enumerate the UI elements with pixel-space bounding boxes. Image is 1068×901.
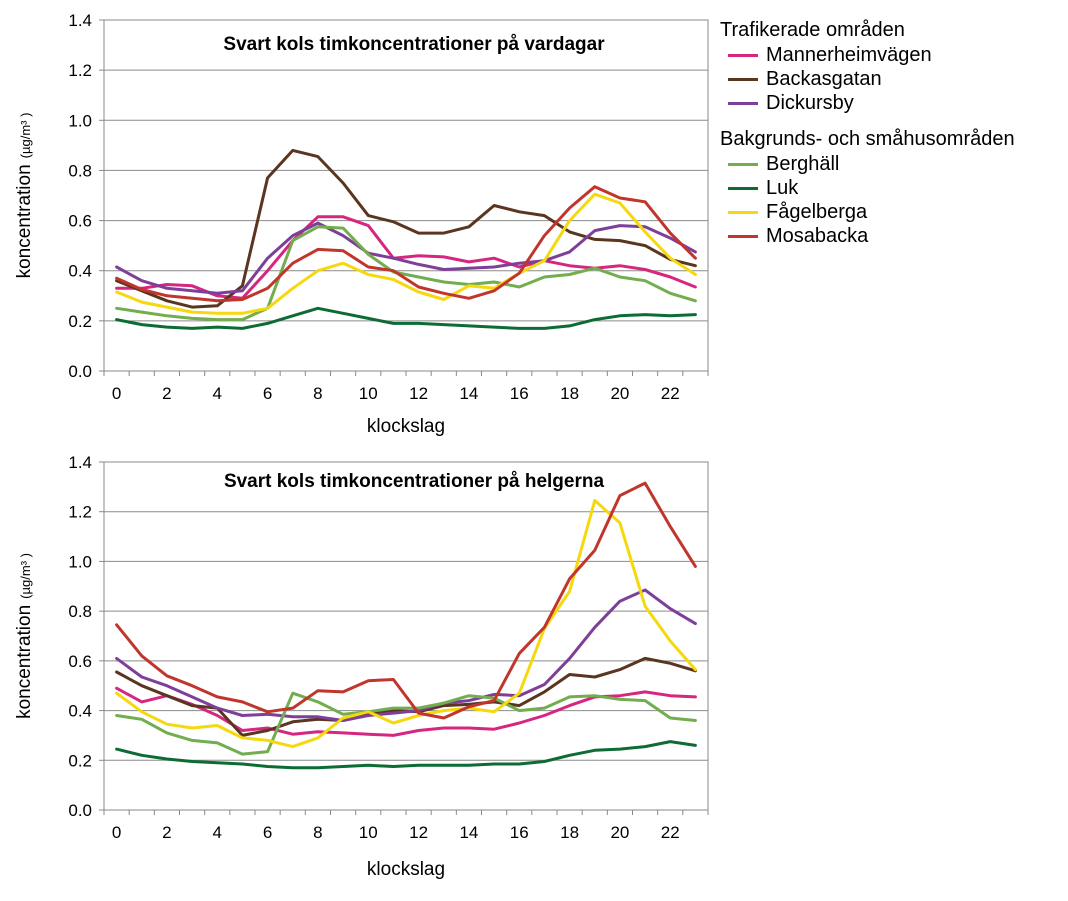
legend-label: Backasgatan	[766, 67, 882, 90]
x-tick-label: 12	[409, 823, 428, 842]
legend-item-dickursby: Dickursby	[720, 91, 1015, 115]
legend: Trafikerade områden Mannerheimvägen Backa…	[720, 18, 1015, 248]
x-axis-title: klockslag	[367, 416, 445, 437]
y-tick-label: 1.4	[68, 11, 92, 30]
y-tick-label: 1.0	[68, 552, 92, 571]
series-line-f-gelberga	[115, 499, 697, 749]
x-tick-label: 2	[162, 384, 171, 403]
y-tick-label: 1.2	[68, 503, 92, 522]
x-tick-label: 16	[510, 384, 529, 403]
legend-label: Berghäll	[766, 152, 840, 175]
y-tick-label: 0.8	[68, 602, 92, 621]
x-tick-label: 12	[409, 384, 428, 403]
legend-label: Luk	[766, 176, 799, 199]
x-tick-label: 18	[560, 823, 579, 842]
series-line-luk	[115, 306, 697, 330]
x-tick-label: 4	[213, 384, 222, 403]
legend-item-mosabacka: Mosabacka	[720, 224, 1015, 248]
x-tick-label: 18	[560, 384, 579, 403]
x-tick-label: 10	[359, 384, 378, 403]
y-axis-title-label: koncentration	[14, 164, 35, 278]
y-tick-label: 0.2	[68, 312, 92, 331]
legend-item-luk: Luk	[720, 176, 1015, 200]
series-line-dickursby	[115, 588, 697, 722]
y-tick-label: 0.0	[68, 801, 92, 820]
y-tick-label: 0.2	[68, 751, 92, 770]
y-tick-label: 1.0	[68, 111, 92, 130]
y-tick-label: 0.8	[68, 161, 92, 180]
legend-item-bergh-ll: Berghäll	[720, 152, 1015, 176]
series-line-luk	[115, 740, 697, 770]
y-tick-label: 0.6	[68, 212, 92, 231]
y-axis-title-label: koncentration	[14, 605, 35, 719]
x-tick-label: 6	[263, 823, 272, 842]
series-line-bergh-ll	[115, 691, 697, 756]
legend-label: Mosabacka	[766, 224, 869, 247]
legend-label: Mannerheimvägen	[766, 43, 932, 66]
legend-label: Fågelberga	[766, 200, 868, 223]
legend-swatch	[728, 53, 758, 57]
x-tick-label: 0	[112, 384, 121, 403]
legend-group-traffic: Mannerheimvägen Backasgatan Dickursby	[720, 43, 1015, 115]
x-tick-label: 20	[610, 823, 629, 842]
y-tick-label: 0.4	[68, 262, 92, 281]
y-axis-title: koncentration (µg/m³ )	[14, 553, 35, 719]
legend-group-background-title: Bakgrunds- och småhusområden	[720, 128, 1015, 150]
chart-title: Svart kols timkoncentrationer på helgern…	[224, 471, 605, 492]
x-axis-title: klockslag	[367, 859, 445, 880]
series-line-dickursby	[115, 221, 697, 295]
x-tick-label: 22	[661, 384, 680, 403]
legend-item-backasgatan: Backasgatan	[720, 67, 1015, 91]
legend-group-traffic-title: Trafikerade områden	[720, 19, 905, 41]
legend-swatch	[728, 210, 758, 214]
y-tick-label: 1.4	[68, 453, 92, 472]
x-tick-label: 0	[112, 823, 121, 842]
x-tick-label: 4	[213, 823, 222, 842]
series-line-bergh-ll	[115, 225, 697, 322]
legend-item-mannerheimv-gen: Mannerheimvägen	[720, 43, 1015, 67]
x-tick-label: 6	[263, 384, 272, 403]
series-line-mosabacka	[115, 185, 697, 303]
y-axis-title: koncentration (µg/m³ )	[14, 113, 35, 279]
y-tick-label: 0.4	[68, 702, 92, 721]
weekend-chart: 0.0 0.2 0.4 0.6 0.8 1.0 1.2 1.4 0 2 4 6 8 10 12 14 16 18 2…	[14, 453, 709, 880]
y-tick-label: 0.0	[68, 362, 92, 381]
legend-swatch	[728, 77, 758, 81]
series-line-f-gelberga	[115, 192, 697, 315]
legend-swatch	[728, 101, 758, 105]
y-tick-label: 0.6	[68, 652, 92, 671]
y-axis-title-unit: (µg/m³ )	[18, 113, 33, 159]
x-tick-label: 2	[162, 823, 171, 842]
legend-group-background: Berghäll Luk Fågelberga Mosabacka	[720, 152, 1015, 248]
legend-swatch	[728, 162, 758, 166]
chart-title: Svart kols timkoncentrationer på vardaga…	[223, 34, 605, 55]
series-line-backasgatan	[115, 148, 697, 309]
weekday-chart: 0.0 0.2 0.4 0.6 0.8 1.0 1.2 1.4 0 2 4 6 8 10 12 14 16 18 2…	[14, 11, 709, 437]
series-line-mosabacka	[115, 481, 697, 720]
legend-item-f-gelberga: Fågelberga	[720, 200, 1015, 224]
x-tick-label: 14	[459, 823, 478, 842]
x-tick-label: 8	[313, 384, 322, 403]
y-tick-label: 1.2	[68, 61, 92, 80]
legend-label: Dickursby	[766, 91, 854, 114]
legend-swatch	[728, 186, 758, 190]
x-tick-label: 8	[313, 823, 322, 842]
x-tick-label: 20	[610, 384, 629, 403]
legend-swatch	[728, 234, 758, 238]
x-tick-label: 10	[359, 823, 378, 842]
x-tick-label: 22	[661, 823, 680, 842]
x-tick-label: 16	[510, 823, 529, 842]
plot-area	[103, 461, 709, 811]
y-axis-title-unit: (µg/m³ )	[18, 553, 33, 599]
x-tick-label: 14	[459, 384, 478, 403]
